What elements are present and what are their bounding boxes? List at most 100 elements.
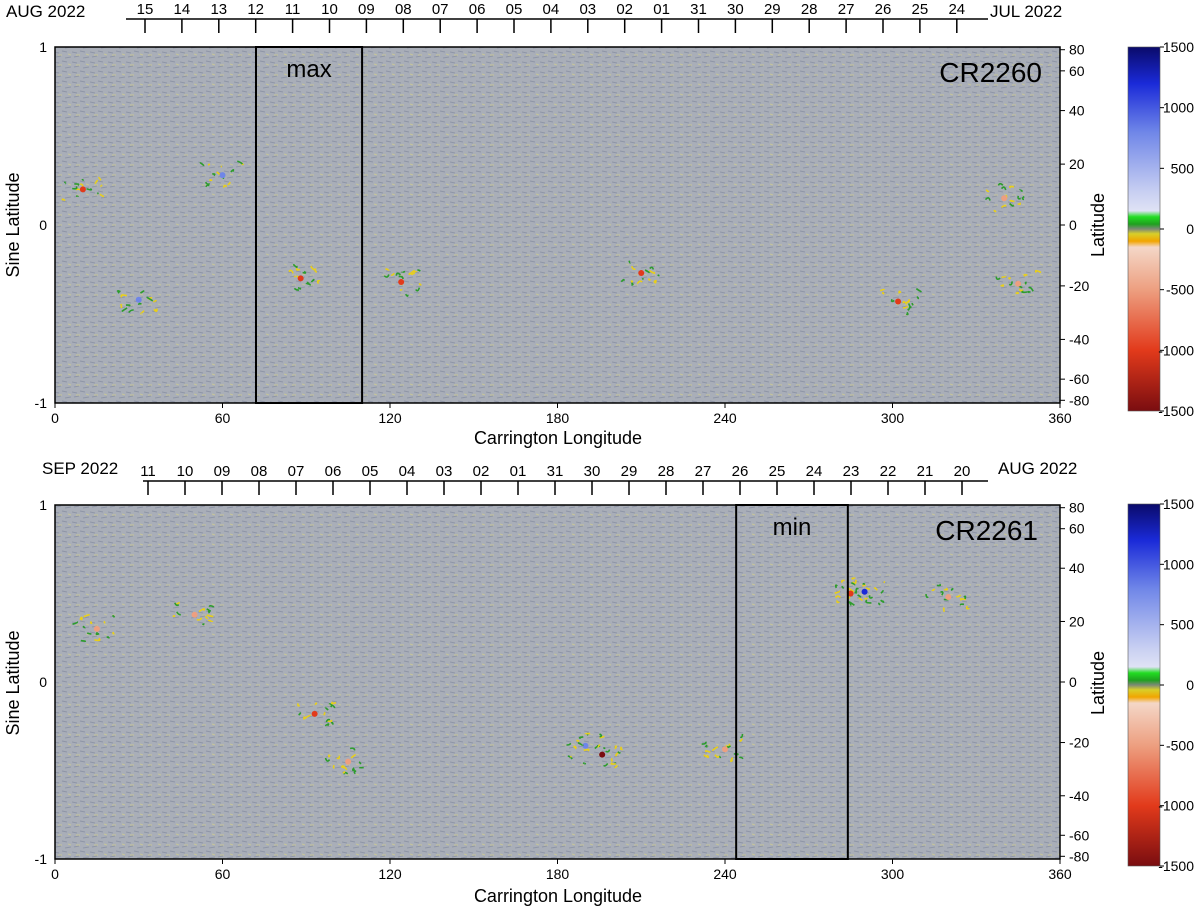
day-tick-label: 05 [362,463,379,480]
active-region [566,732,605,760]
day-tick-label: 28 [658,463,675,480]
plage-trace [305,282,311,286]
plage-trace [704,744,708,748]
y-right-tick-label: 80 [1069,42,1085,58]
plage-trace [985,189,990,193]
plage-trace [940,591,944,596]
day-tick-label: 11 [140,463,156,480]
plage-trace [128,309,134,313]
plage-trace [310,265,317,271]
flux-core [1001,195,1008,202]
plage-trace [86,632,92,635]
plage-trace [112,614,116,618]
plage-trace [703,754,710,758]
plage-trace [1028,286,1034,292]
plage-trace [865,587,870,590]
y-left-tick-label: -1 [35,395,48,411]
day-tick-label: 08 [251,463,268,480]
plage-trace [324,706,329,711]
plage-trace [314,269,317,274]
active-region [620,260,660,286]
plage-trace [316,279,320,285]
plage-trace [80,639,87,643]
plage-trace [865,599,872,604]
plage-trace [576,739,580,742]
map-background [55,505,1060,859]
max-highlight-box [255,46,364,404]
plage-trace [648,278,652,282]
max-box-label: max [286,56,331,83]
plage-trace [850,582,856,586]
plage-trace [878,602,881,606]
plage-trace [615,751,619,757]
y-right-tick-label: 20 [1069,613,1085,629]
day-tick-label: 27 [695,463,712,480]
plage-trace [835,595,842,599]
day-tick-label: 24 [806,463,823,480]
plage-trace [852,579,857,585]
plage-trace [630,266,636,271]
plage-trace [963,595,967,600]
day-tick-label: 01 [653,1,670,18]
day-tick-label: 24 [948,1,965,18]
y-axis-left-title: Sine Latitude [3,630,23,735]
date-right-label: AUG 2022 [998,459,1077,478]
y-right-tick-label: -60 [1069,827,1089,843]
active-region [72,613,116,643]
plage-trace [648,269,656,274]
plage-trace [1021,195,1025,201]
plage-trace [96,192,99,195]
x-tick-label: 120 [378,866,402,882]
plage-trace [1009,199,1015,203]
plage-trace [172,614,176,618]
x-tick-label: 60 [215,866,231,882]
date-right-label: JUL 2022 [990,2,1062,21]
plage-trace [74,183,80,186]
active-region [324,747,364,775]
plage-trace [140,290,145,294]
x-tick-label: 240 [713,866,737,882]
day-tick-label: 23 [843,463,860,480]
plage-trace [653,279,657,283]
flux-core [861,588,868,595]
plage-trace [383,274,390,278]
x-tick-label: 60 [215,410,231,426]
plage-trace [614,745,618,750]
active-region [879,288,922,316]
plage-trace [657,274,660,277]
plage-trace [120,303,123,309]
flux-core [135,296,142,303]
flux-core [722,746,728,753]
plage-trace [310,278,315,283]
day-tick-label: 06 [469,1,486,18]
plage-trace [99,184,103,188]
plage-trace [196,617,203,621]
plage-trace [854,591,858,594]
plage-trace [855,587,859,593]
plage-trace [841,579,845,584]
plage-trace [1015,291,1020,295]
plage-trace [72,186,78,190]
plage-trace [332,764,335,769]
x-axis: 0 60 120 180 240 300 360 [51,403,1072,426]
plage-trace [408,269,416,276]
plage-trace [965,605,970,610]
day-tick-label: 31 [547,463,564,480]
x-tick-label: 300 [881,410,905,426]
day-tick-label: 11 [285,1,301,18]
active-region [288,263,320,291]
plage-trace [610,758,613,762]
plage-trace [599,735,605,739]
plage-trace [880,590,884,594]
plage-trace [863,597,869,600]
map-background [55,47,1060,403]
plage-trace [739,738,743,742]
day-tick-label: 07 [288,463,305,480]
plage-trace [95,631,100,636]
flux-core [93,625,100,632]
plage-trace [578,736,584,739]
plage-trace [984,197,991,201]
plage-trace [902,300,908,305]
x-axis: 0 60 120 180 240 300 360 [51,859,1072,882]
magnetic-field-map [55,47,1060,403]
